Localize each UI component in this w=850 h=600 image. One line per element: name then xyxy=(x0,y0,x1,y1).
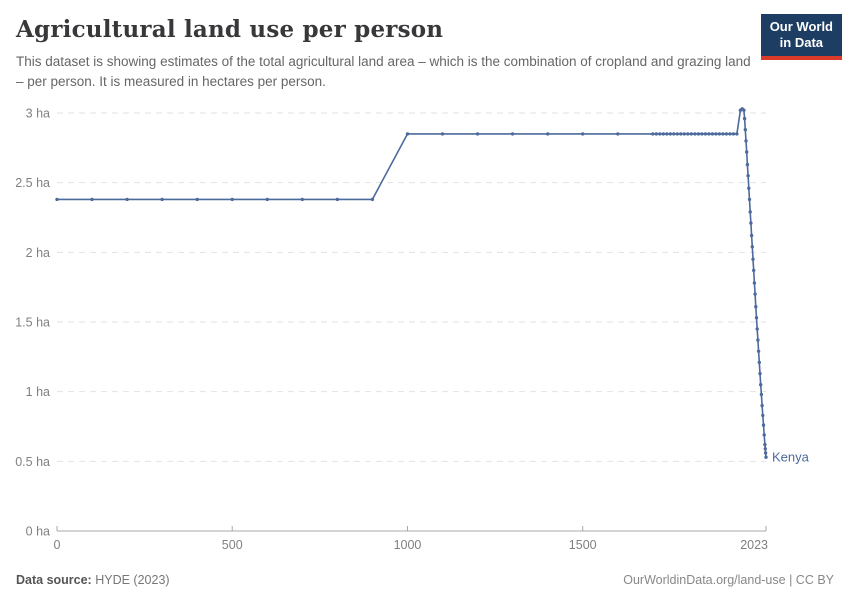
chart-footer: Data source: HYDE (2023) OurWorldinData.… xyxy=(16,573,834,587)
svg-text:3 ha: 3 ha xyxy=(26,107,50,121)
svg-text:2.5 ha: 2.5 ha xyxy=(15,176,50,190)
chart-header: Agricultural land use per person This da… xyxy=(0,0,850,91)
svg-text:2023: 2023 xyxy=(740,538,768,552)
x-axis-labels: 0 500 1000 1500 2023 xyxy=(54,538,769,552)
svg-text:0 ha: 0 ha xyxy=(26,525,50,539)
credit-separator: | xyxy=(785,573,796,587)
svg-text:2 ha: 2 ha xyxy=(26,246,50,260)
y-axis-labels: 0 ha 0.5 ha 1 ha 1.5 ha 2 ha 2.5 ha 3 ha xyxy=(15,107,50,539)
series-kenya[interactable]: Kenya xyxy=(55,107,810,465)
owid-logo-line2: in Data xyxy=(779,35,824,51)
footer-credit: OurWorldinData.org/land-use | CC BY xyxy=(623,573,834,587)
series-label-kenya[interactable]: Kenya xyxy=(772,450,810,465)
x-axis xyxy=(56,526,767,532)
data-source: Data source: HYDE (2023) xyxy=(16,573,170,587)
svg-text:1000: 1000 xyxy=(394,538,422,552)
license-link[interactable]: CC BY xyxy=(795,573,834,587)
svg-text:500: 500 xyxy=(222,538,243,552)
svg-text:1 ha: 1 ha xyxy=(26,385,50,399)
svg-text:1.5 ha: 1.5 ha xyxy=(15,316,50,330)
owid-logo[interactable]: Our World in Data xyxy=(760,14,842,60)
svg-text:0: 0 xyxy=(54,538,61,552)
chart-title: Agricultural land use per person xyxy=(16,16,444,43)
data-source-label: Data source: xyxy=(16,573,92,587)
owid-logo-line1: Our World xyxy=(769,19,833,34)
svg-text:0.5 ha: 0.5 ha xyxy=(15,455,50,469)
owid-url-link[interactable]: OurWorldinData.org/land-use xyxy=(623,573,786,587)
svg-text:1500: 1500 xyxy=(569,538,597,552)
data-source-value: HYDE (2023) xyxy=(95,573,170,587)
gridlines xyxy=(57,112,766,462)
chart-subtitle: This dataset is showing estimates of the… xyxy=(16,54,751,89)
